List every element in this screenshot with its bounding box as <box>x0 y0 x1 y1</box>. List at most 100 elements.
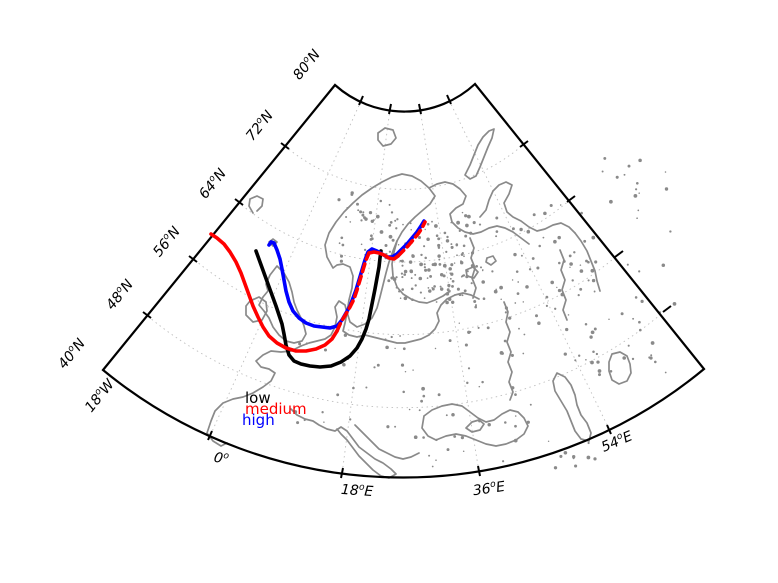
speckle <box>620 312 624 316</box>
speckle <box>423 297 426 299</box>
speckle <box>423 266 426 269</box>
speckle <box>584 322 588 326</box>
speckle <box>626 263 629 266</box>
speckle <box>400 272 403 275</box>
speckle <box>481 280 485 284</box>
speckle <box>396 218 399 221</box>
speckle <box>514 393 517 396</box>
speckle <box>431 287 435 291</box>
speckle <box>394 347 396 350</box>
speckle <box>553 239 557 244</box>
speckle <box>428 454 431 457</box>
speckle <box>514 302 517 304</box>
speckle <box>424 256 427 260</box>
graticule-tick-10 <box>418 103 422 115</box>
graticule-meridian-1 <box>341 108 391 475</box>
speckle <box>499 285 503 290</box>
speckle <box>593 457 597 461</box>
speckle <box>622 356 626 360</box>
speckle <box>526 229 531 234</box>
speckle <box>461 294 464 297</box>
speckle <box>404 370 407 373</box>
speckle <box>411 298 414 301</box>
speckle <box>463 255 465 258</box>
coastline-kanin-barents-coast <box>479 181 576 234</box>
speckle <box>390 335 393 339</box>
speckle <box>437 243 441 248</box>
speckle <box>449 272 451 274</box>
speckle <box>391 267 394 270</box>
speckle <box>634 296 638 299</box>
speckle <box>474 305 478 309</box>
speckle <box>450 263 454 267</box>
map-boundary <box>101 82 706 479</box>
speckle <box>594 260 598 264</box>
speckle <box>538 244 541 248</box>
speckle <box>357 209 360 212</box>
speckle <box>349 221 352 223</box>
speckle <box>408 260 413 264</box>
speckle <box>563 451 568 455</box>
graticule-parallel-0 <box>284 143 525 190</box>
speckle <box>399 335 401 337</box>
speckle <box>545 304 548 307</box>
speckle <box>418 409 421 412</box>
speckle <box>395 227 398 230</box>
speckle <box>465 275 469 279</box>
speckle <box>473 300 477 303</box>
speckle <box>422 394 426 398</box>
speckle <box>420 399 423 403</box>
speckle <box>487 422 491 427</box>
speckle <box>567 314 570 316</box>
speckle <box>587 260 590 264</box>
speckle <box>394 425 397 428</box>
speckle <box>408 408 411 411</box>
speckle <box>536 266 540 270</box>
speckle <box>392 277 397 282</box>
speckle <box>360 243 363 246</box>
coastline-svalbard <box>377 127 397 147</box>
speckle <box>375 214 380 219</box>
speckle <box>397 243 400 246</box>
graticule-tick-4 <box>519 140 529 148</box>
speckle <box>661 263 666 268</box>
speckle <box>360 219 363 222</box>
speckle <box>517 281 520 283</box>
speckle <box>447 283 451 288</box>
speckle <box>664 187 669 191</box>
speckle <box>411 254 415 257</box>
speckle <box>389 221 393 224</box>
speckle <box>433 285 436 288</box>
speckle <box>470 251 475 255</box>
speckle <box>587 279 590 282</box>
speckle <box>395 287 398 289</box>
speckle <box>402 223 404 226</box>
speckle <box>402 347 406 351</box>
speckle <box>340 236 344 240</box>
speckle <box>460 275 463 278</box>
speckle <box>510 353 514 357</box>
speckle <box>362 211 365 214</box>
speckle <box>623 173 626 176</box>
speckle <box>373 366 376 369</box>
speckle <box>437 237 441 241</box>
speckle <box>323 348 328 352</box>
speckle <box>590 268 595 273</box>
speckle <box>592 350 595 354</box>
speckle <box>466 270 469 273</box>
graticule-tick-12 <box>207 430 213 441</box>
speckle <box>384 338 387 341</box>
speckle <box>504 421 507 424</box>
coastline-great-britain <box>258 265 307 344</box>
speckle <box>462 274 466 277</box>
speckle <box>500 298 502 300</box>
speckle <box>469 231 473 235</box>
graticule-tick-5 <box>566 195 576 203</box>
speckle <box>439 287 444 291</box>
speckle <box>446 288 450 292</box>
graticule-tick-9 <box>388 103 392 115</box>
speckle <box>547 440 550 443</box>
speckle <box>461 211 464 214</box>
speckle <box>481 380 484 384</box>
speckle <box>640 299 644 303</box>
